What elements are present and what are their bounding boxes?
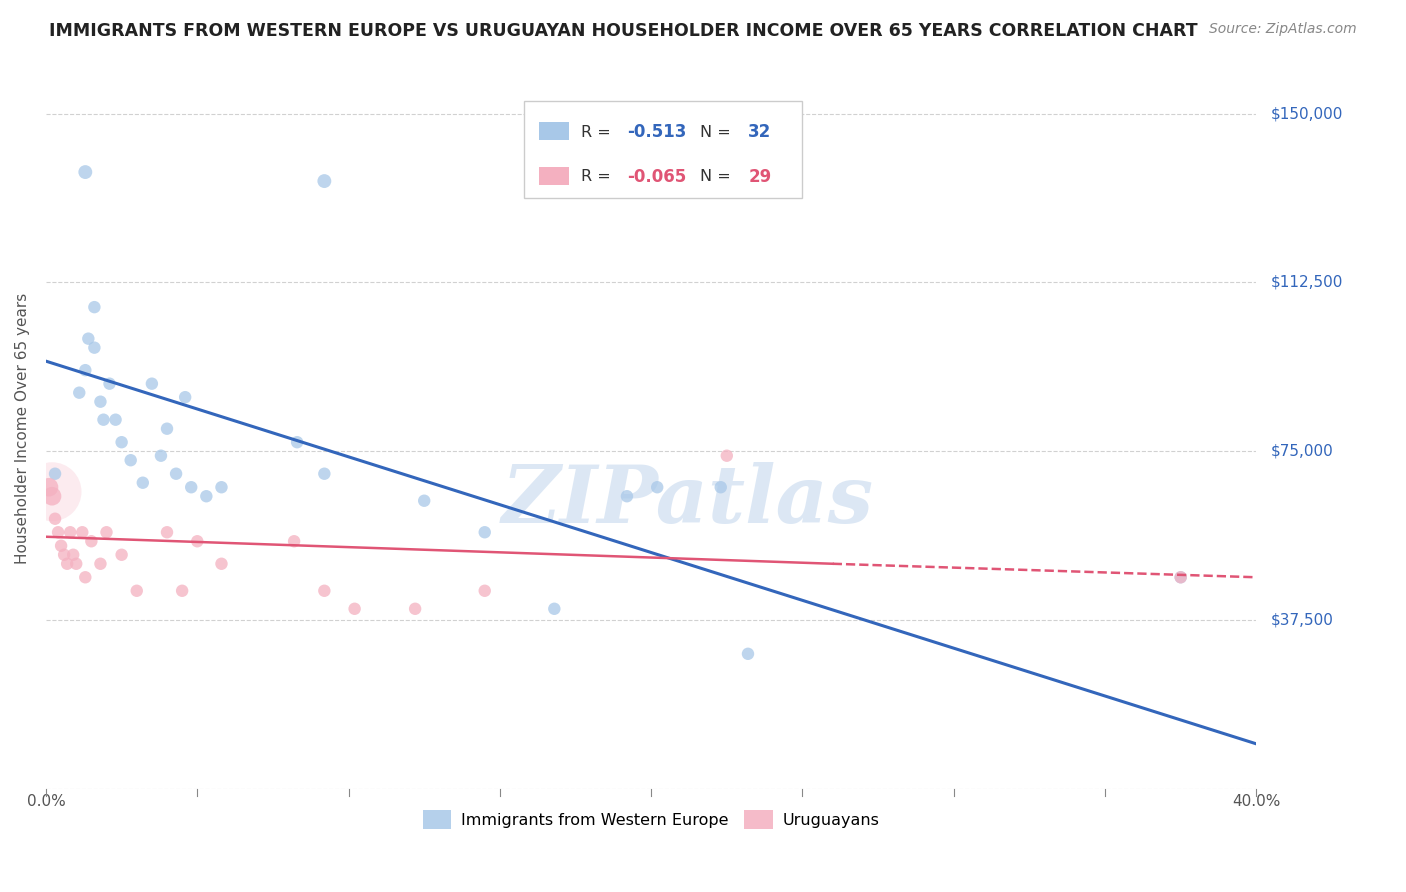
Point [1170, 570, 1192, 584]
Text: R =: R = [581, 125, 616, 139]
Text: 32: 32 [748, 123, 772, 141]
Text: IMMIGRANTS FROM WESTERN EUROPE VS URUGUAYAN HOUSEHOLDER INCOME OVER 65 YEARS COR: IMMIGRANTS FROM WESTERN EUROPE VS URUGUA… [49, 22, 1198, 40]
Point [132, 475, 155, 490]
Point [716, 449, 738, 463]
Point [38, 480, 60, 494]
Point [104, 413, 127, 427]
Point [98, 376, 121, 391]
Point [645, 480, 668, 494]
Point [75, 165, 97, 179]
Point [41, 484, 63, 499]
Point [283, 534, 305, 549]
Text: -0.513: -0.513 [627, 123, 686, 141]
Text: N =: N = [700, 125, 735, 139]
Point [89, 557, 111, 571]
Point [165, 467, 187, 481]
Point [72, 525, 94, 540]
Point [77, 332, 100, 346]
Text: $37,500: $37,500 [1271, 613, 1334, 628]
Point [53, 548, 76, 562]
FancyBboxPatch shape [524, 101, 803, 198]
Point [62, 548, 84, 562]
Point [156, 525, 179, 540]
Point [120, 453, 142, 467]
Y-axis label: Householder Income Over 65 years: Householder Income Over 65 years [15, 293, 30, 565]
Point [186, 534, 208, 549]
Point [174, 390, 197, 404]
Point [343, 601, 366, 615]
Point [83, 300, 105, 314]
Point [543, 601, 565, 615]
Text: $150,000: $150,000 [1271, 106, 1343, 121]
Point [149, 449, 172, 463]
FancyBboxPatch shape [538, 167, 569, 185]
Point [83, 341, 105, 355]
Point [172, 583, 194, 598]
Point [80, 534, 103, 549]
Text: $112,500: $112,500 [1271, 275, 1343, 290]
Point [89, 394, 111, 409]
Text: Source: ZipAtlas.com: Source: ZipAtlas.com [1209, 22, 1357, 37]
Point [156, 422, 179, 436]
Point [49, 539, 72, 553]
Legend: Immigrants from Western Europe, Uruguayans: Immigrants from Western Europe, Uruguaya… [416, 804, 886, 835]
Point [65, 557, 87, 571]
Point [1170, 570, 1192, 584]
Point [404, 601, 426, 615]
Point [44, 467, 66, 481]
Point [93, 413, 115, 427]
Point [141, 376, 163, 391]
Point [75, 570, 97, 584]
Point [314, 583, 336, 598]
Point [211, 480, 233, 494]
Point [67, 385, 90, 400]
Point [111, 435, 134, 450]
Point [195, 489, 218, 503]
Point [75, 363, 97, 377]
Text: ZIPatlas: ZIPatlas [502, 462, 873, 540]
Point [737, 647, 759, 661]
Point [125, 583, 148, 598]
Text: $75,000: $75,000 [1271, 443, 1334, 458]
FancyBboxPatch shape [538, 122, 569, 140]
Point [474, 525, 496, 540]
Point [56, 557, 79, 571]
Point [710, 480, 733, 494]
Point [211, 557, 233, 571]
Point [44, 512, 66, 526]
Point [46, 525, 69, 540]
Point [413, 493, 436, 508]
Text: -0.065: -0.065 [627, 168, 686, 186]
Point [285, 435, 308, 450]
Point [180, 480, 202, 494]
Point [474, 583, 496, 598]
Point [314, 174, 336, 188]
Point [616, 489, 638, 503]
Text: 29: 29 [748, 168, 772, 186]
Text: R =: R = [581, 169, 616, 185]
Point [111, 548, 134, 562]
Point [59, 525, 82, 540]
Point [314, 467, 336, 481]
Text: N =: N = [700, 169, 735, 185]
Point [41, 489, 63, 503]
Point [96, 525, 118, 540]
